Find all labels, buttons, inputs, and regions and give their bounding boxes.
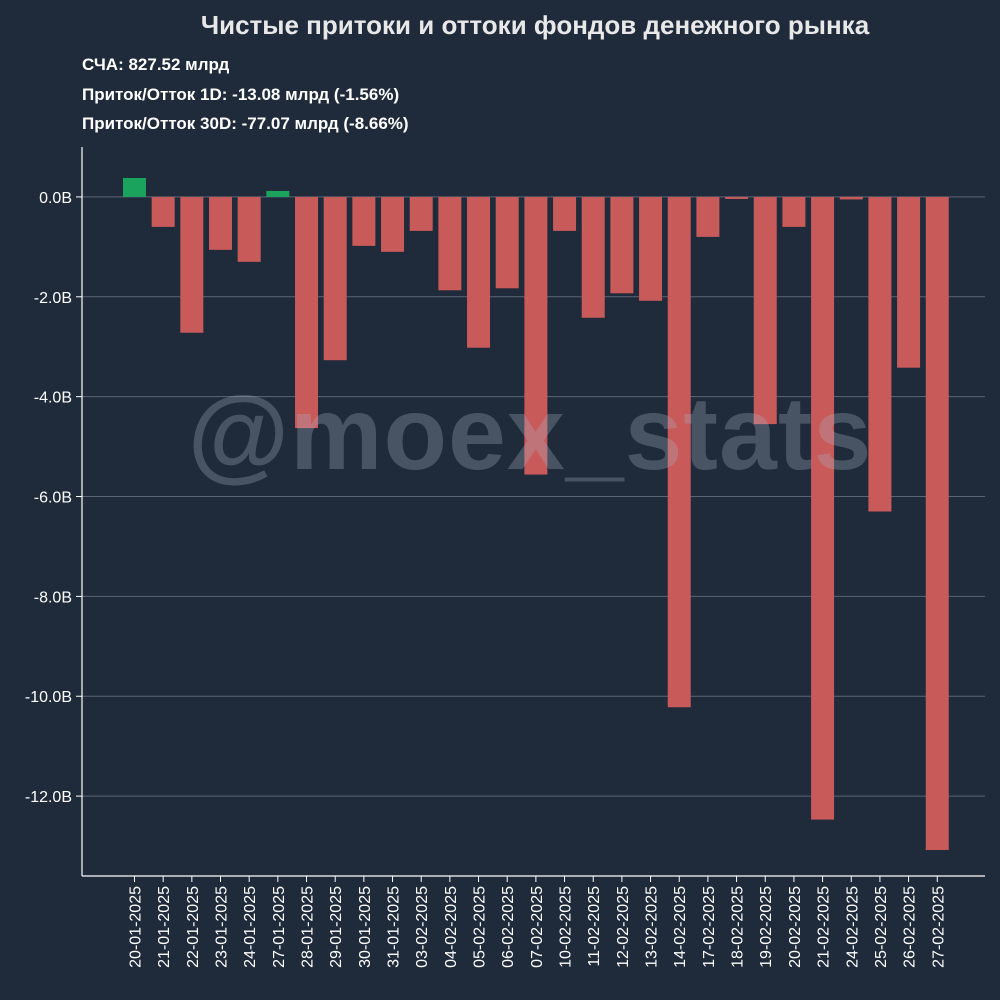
bar-27-02-2025	[925, 196, 949, 851]
x-tick-label: 05-02-2025	[472, 886, 489, 968]
x-tick-label: 06-02-2025	[500, 886, 517, 968]
x-tick-label: 20-02-2025	[787, 886, 804, 968]
x-tick-label: 14-02-2025	[672, 886, 689, 968]
bar-05-02-2025	[467, 196, 491, 348]
bar-13-02-2025	[639, 196, 663, 301]
bar-12-02-2025	[610, 196, 634, 294]
bar-27-01-2025	[266, 190, 290, 197]
flow-1d-stat: Приток/Отток 1D: -13.08 млрд (-1.56%)	[82, 85, 400, 104]
x-tick-label: 27-01-2025	[271, 886, 288, 968]
x-tick-label: 24-02-2025	[844, 886, 861, 968]
y-tick-label: -10.0B	[25, 689, 72, 706]
bar-23-01-2025	[209, 196, 233, 250]
x-tick-label: 30-01-2025	[357, 886, 374, 968]
bar-30-01-2025	[352, 196, 376, 246]
x-tick-label: 21-02-2025	[816, 886, 833, 968]
y-tick-label: -8.0B	[34, 589, 72, 606]
bar-17-02-2025	[696, 196, 720, 237]
x-tick-label: 25-02-2025	[873, 886, 890, 968]
x-tick-label: 21-01-2025	[156, 886, 173, 968]
x-tick-label: 19-02-2025	[758, 886, 775, 968]
y-tick-label: -2.0B	[34, 290, 72, 307]
bar-26-02-2025	[897, 196, 921, 368]
x-tick-label: 13-02-2025	[644, 886, 661, 968]
x-tick-label: 26-02-2025	[902, 886, 919, 968]
bar-21-01-2025	[151, 196, 175, 227]
bar-04-02-2025	[438, 196, 462, 291]
bar-20-02-2025	[782, 196, 806, 227]
x-tick-label: 07-02-2025	[529, 886, 546, 968]
bar-18-02-2025	[725, 196, 749, 199]
bar-11-02-2025	[581, 196, 605, 318]
bar-19-02-2025	[753, 196, 777, 425]
x-tick-label: 04-02-2025	[443, 886, 460, 968]
y-tick-label: -6.0B	[34, 490, 72, 507]
bar-24-01-2025	[237, 196, 261, 262]
bar-21-02-2025	[811, 196, 835, 820]
flow-30d-stat: Приток/Отток 30D: -77.07 млрд (-8.66%)	[82, 114, 409, 133]
bar-07-02-2025	[524, 196, 548, 475]
y-tick-label: -12.0B	[25, 789, 72, 806]
x-tick-label: 29-01-2025	[328, 886, 345, 968]
x-tick-label: 28-01-2025	[300, 886, 317, 968]
y-tick-label: 0.0B	[39, 190, 72, 207]
x-tick-label: 12-02-2025	[615, 886, 632, 968]
bar-10-02-2025	[553, 196, 577, 231]
bar-25-02-2025	[868, 196, 892, 512]
bar-31-01-2025	[381, 196, 405, 252]
nav-stat: СЧА: 827.52 млрд	[82, 55, 230, 74]
bar-28-01-2025	[295, 196, 319, 429]
x-tick-label: 24-01-2025	[242, 886, 259, 968]
bar-06-02-2025	[495, 196, 519, 289]
x-tick-label: 18-02-2025	[730, 886, 747, 968]
x-tick-label: 17-02-2025	[701, 886, 718, 968]
x-tick-label: 03-02-2025	[414, 886, 431, 968]
bar-29-01-2025	[323, 196, 347, 361]
y-tick-label: -4.0B	[34, 390, 72, 407]
chart-title: Чистые притоки и оттоки фондов денежного…	[200, 10, 870, 40]
x-tick-label: 11-02-2025	[586, 886, 603, 967]
x-tick-label: 23-01-2025	[214, 886, 231, 968]
x-tick-label: 22-01-2025	[185, 886, 202, 968]
bar-24-02-2025	[839, 196, 863, 200]
x-tick-label: 31-01-2025	[386, 886, 403, 968]
x-tick-label: 10-02-2025	[558, 886, 575, 968]
axes: 0.0B -2.0B -4.0B -6.0B -8.0B -10.0B -12.0B 20-0…	[25, 147, 985, 968]
bar-03-02-2025	[409, 196, 433, 231]
bar-14-02-2025	[667, 196, 691, 708]
x-tick-label: 27-02-2025	[930, 886, 947, 968]
bar-22-01-2025	[180, 196, 204, 333]
bar-20-01-2025	[123, 177, 146, 197]
bars	[123, 177, 949, 851]
x-tick-label: 20-01-2025	[128, 886, 145, 968]
